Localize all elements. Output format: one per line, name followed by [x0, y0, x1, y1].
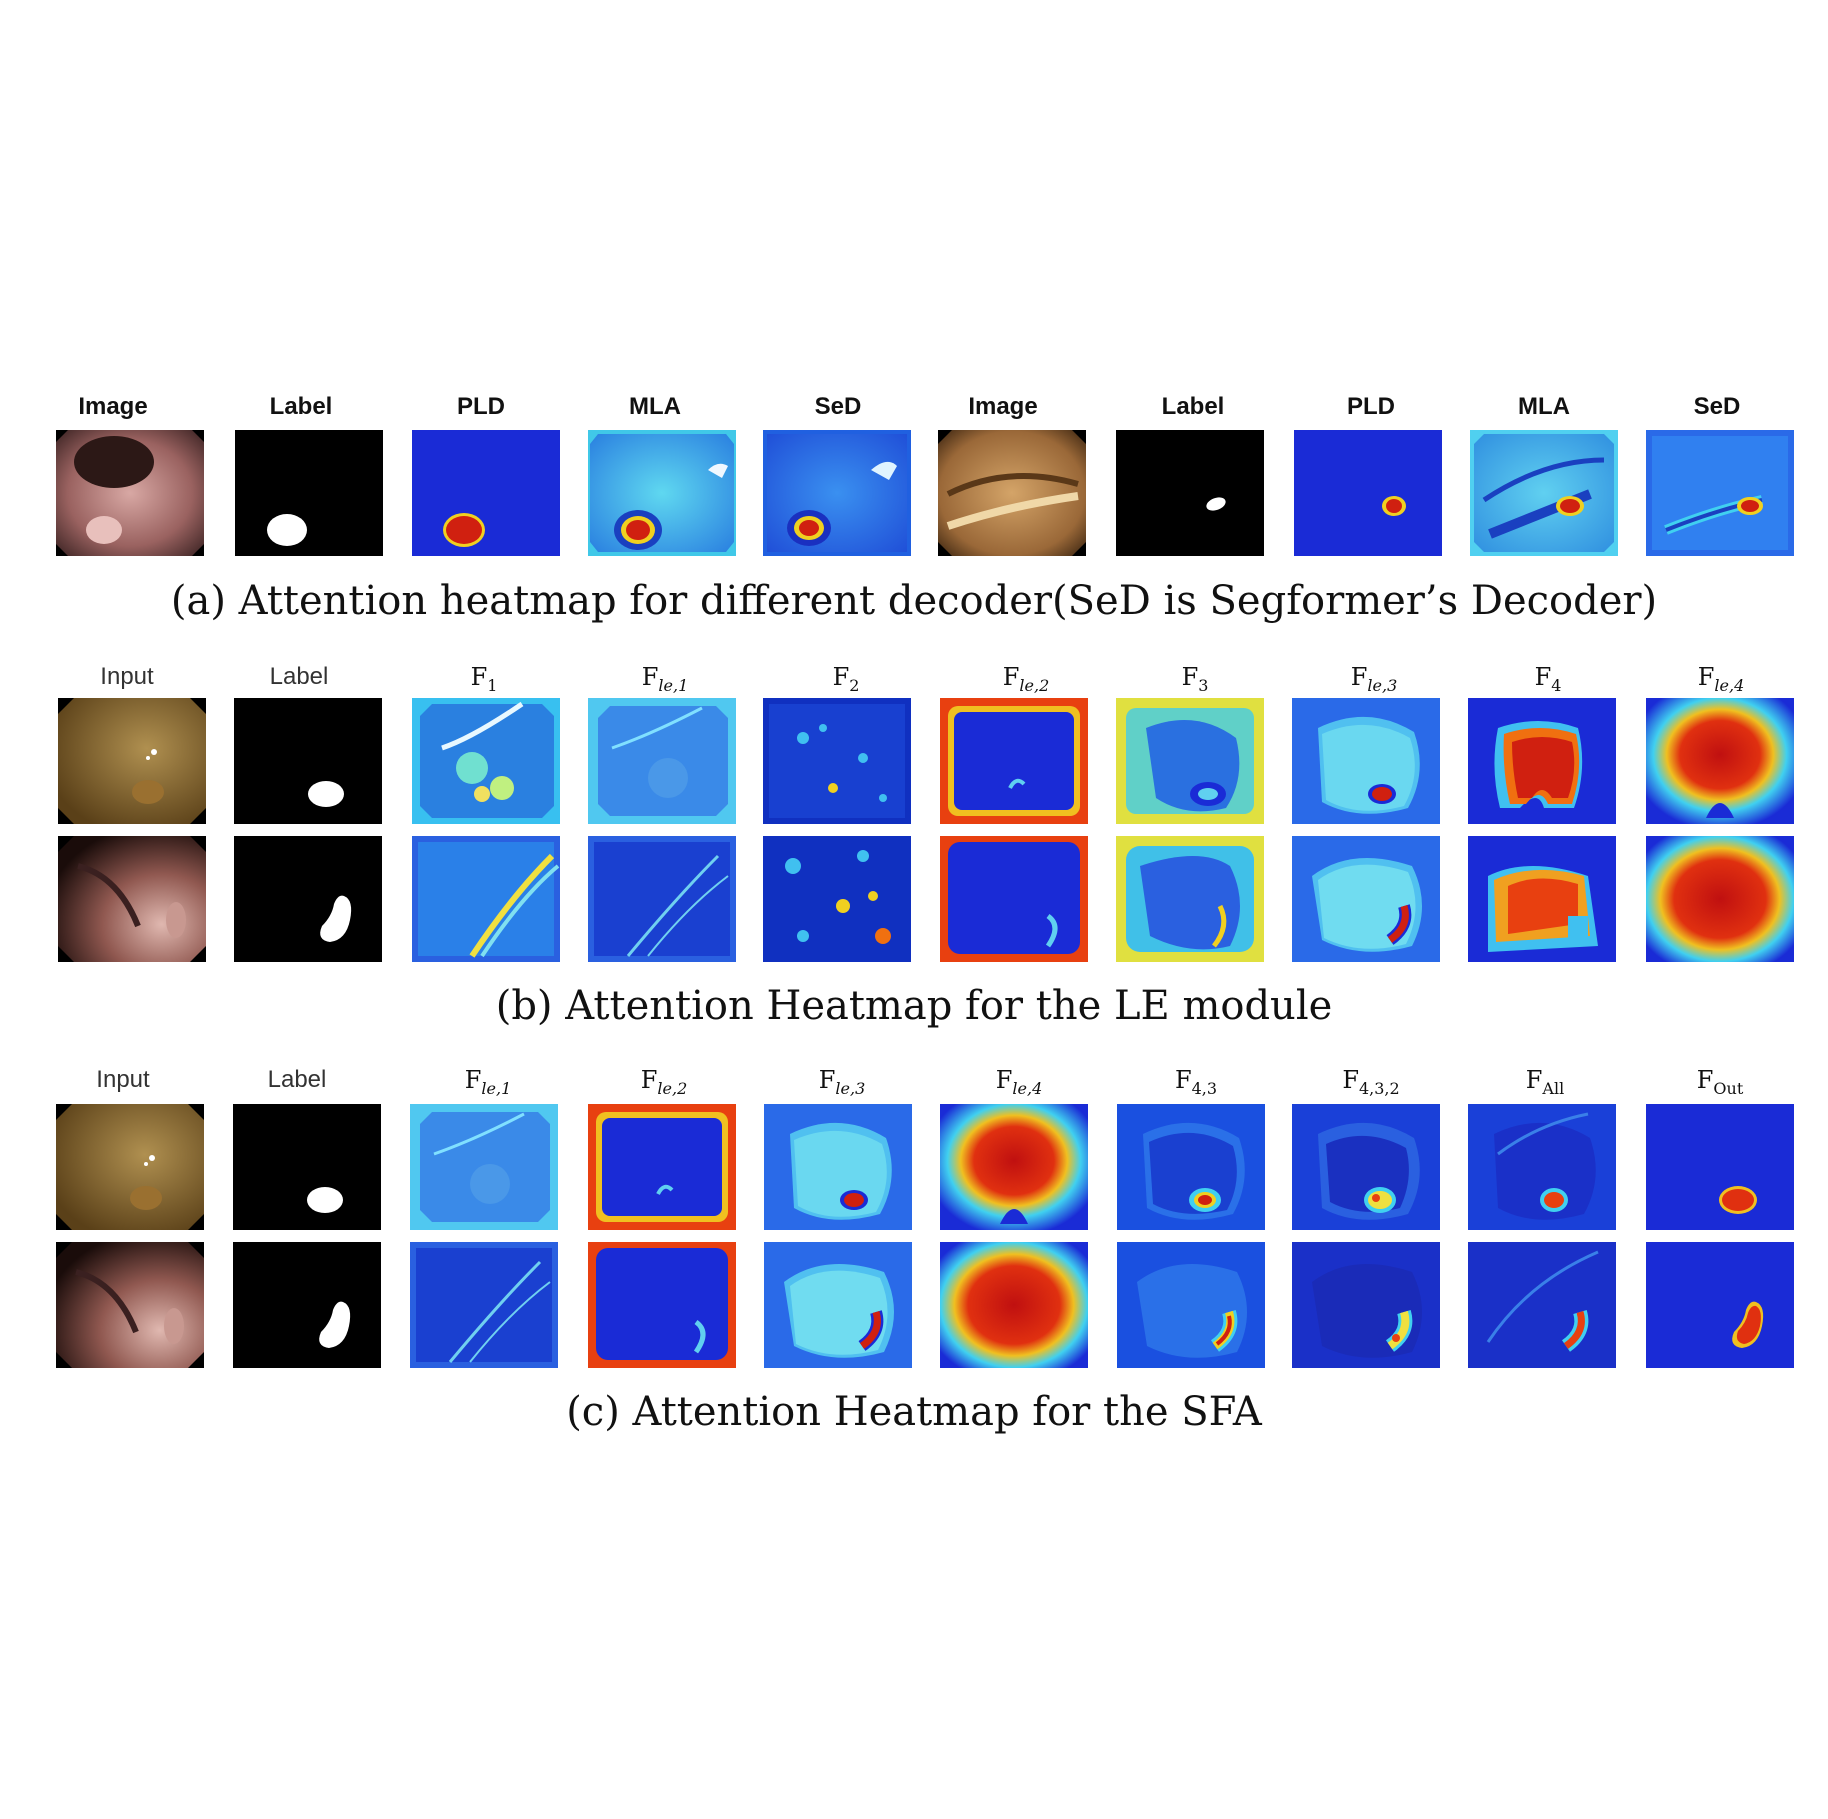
heatmap-fle4-2	[1646, 836, 1794, 962]
heatmap-fout-2	[1646, 1242, 1794, 1368]
header-fout: FOut	[1696, 1066, 1744, 1098]
heatmap-fle3	[764, 1104, 912, 1230]
heatmap-mla-2	[1470, 430, 1618, 556]
heatmap-fle4	[940, 1104, 1088, 1230]
heatmap-f3	[1116, 698, 1264, 824]
header-input: Input	[100, 663, 154, 690]
caption-b: (b) Attention Heatmap for the LE module	[495, 983, 1333, 1029]
header-mla-2: MLA	[1518, 393, 1570, 420]
caption-a: (a) Attention heatmap for different deco…	[170, 578, 1658, 624]
header-fle2: Fle,2	[640, 1066, 688, 1098]
header-label: Label	[269, 663, 329, 690]
label-mask	[234, 698, 382, 824]
heatmap-pld	[412, 430, 560, 556]
header-fle2: Fle,2	[1002, 663, 1050, 695]
header-image: Image	[78, 393, 148, 420]
header-f2: F2	[832, 663, 860, 695]
header-input: Input	[96, 1066, 150, 1093]
heatmap-fle1-2	[588, 836, 736, 962]
heatmap-fle1	[588, 698, 736, 824]
heatmap-f432	[1292, 1104, 1440, 1230]
heatmap-fle3	[1292, 698, 1440, 824]
heatmap-fle2-2	[588, 1242, 736, 1368]
heatmap-f2	[763, 698, 911, 824]
header-sed: SeD	[814, 393, 862, 420]
header-fle1: Fle,1	[641, 663, 689, 695]
header-mla: MLA	[629, 393, 681, 420]
header-label: Label	[269, 393, 333, 420]
header-fle4: Fle,4	[995, 1066, 1043, 1098]
heatmap-fle3-2	[1292, 836, 1440, 962]
label-mask-2	[234, 836, 382, 962]
header-fle4: Fle,4	[1697, 663, 1745, 695]
heatmap-fle4-2	[940, 1242, 1088, 1368]
heatmap-fle4	[1646, 698, 1794, 824]
label-mask-2	[1116, 430, 1264, 556]
heatmap-f4	[1468, 698, 1616, 824]
heatmap-fle1-2	[410, 1242, 558, 1368]
input-image-2	[56, 1242, 204, 1368]
heatmap-f1-2	[412, 836, 560, 962]
panel-a-header-row: Image Label PLD MLA SeD Image Label PLD …	[0, 393, 1828, 433]
heatmap-fle2-2	[940, 836, 1088, 962]
heatmap-fle2	[588, 1104, 736, 1230]
header-fle3: Fle,3	[1350, 663, 1398, 695]
heatmap-f43	[1117, 1104, 1265, 1230]
heatmap-fall-2	[1468, 1242, 1616, 1368]
heatmap-f2-2	[763, 836, 911, 962]
panel-c-header-row: Input Label Fle,1 Fle,2 Fle,3 Fle,4 F4,3…	[0, 1066, 1828, 1106]
header-pld: PLD	[457, 393, 505, 420]
endoscopy-image-2	[938, 430, 1086, 556]
header-sed-2: SeD	[1693, 393, 1741, 420]
heatmap-fall	[1468, 1104, 1616, 1230]
heatmap-pld-2	[1294, 430, 1442, 556]
header-label: Label	[267, 1066, 327, 1093]
label-mask-2	[233, 1242, 381, 1368]
caption-c: (c) Attention Heatmap for the SFA	[566, 1389, 1262, 1435]
header-fall: FAll	[1525, 1066, 1565, 1098]
header-fle1: Fle,1	[464, 1066, 512, 1098]
heatmap-fle2	[940, 698, 1088, 824]
heatmap-fle1	[410, 1104, 558, 1230]
header-fle3: Fle,3	[818, 1066, 866, 1098]
header-f432: F4,3,2	[1342, 1066, 1400, 1098]
heatmap-mla	[588, 430, 736, 556]
heatmap-sed-2	[1646, 430, 1794, 556]
input-image-2	[58, 836, 206, 962]
header-f3: F3	[1181, 663, 1209, 695]
header-f4: F4	[1534, 663, 1562, 695]
heatmap-fle3-2	[764, 1242, 912, 1368]
header-f43: F4,3	[1174, 1066, 1218, 1098]
heatmap-f1	[412, 698, 560, 824]
label-mask	[235, 430, 383, 556]
input-image	[56, 1104, 204, 1230]
heatmap-fout	[1646, 1104, 1794, 1230]
endoscopy-image	[56, 430, 204, 556]
heatmap-f4-2	[1468, 836, 1616, 962]
input-image	[58, 698, 206, 824]
header-image-2: Image	[968, 393, 1038, 420]
panel-b-header-row: Input Label F1 Fle,1 F2 Fle,2 F3 Fle,3 F…	[0, 663, 1828, 703]
heatmap-f3-2	[1116, 836, 1264, 962]
heatmap-sed	[763, 430, 911, 556]
heatmap-f43-2	[1117, 1242, 1265, 1368]
header-f1: F1	[470, 663, 498, 695]
heatmap-f432-2	[1292, 1242, 1440, 1368]
label-mask	[233, 1104, 381, 1230]
header-label-2: Label	[1161, 393, 1225, 420]
header-pld-2: PLD	[1347, 393, 1395, 420]
